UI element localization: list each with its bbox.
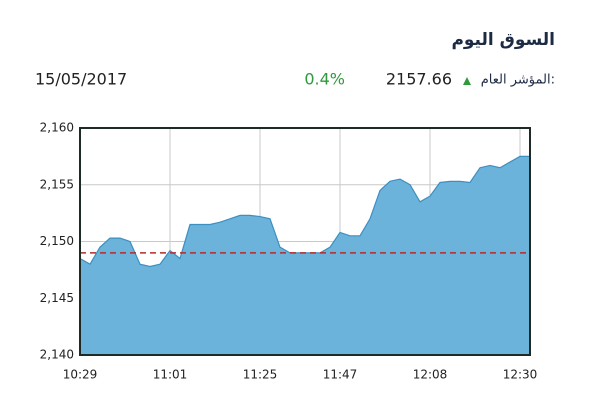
index-value: 2157.66 (386, 70, 452, 89)
index-label: المؤشر العام: (481, 73, 555, 88)
y-tick-label: 2,155 (40, 177, 74, 191)
x-tick-label: 12:08 (413, 368, 448, 382)
plot-frame (79, 127, 531, 356)
y-tick-label: 2,140 (40, 348, 74, 362)
x-tick-label: 12:30 (503, 368, 538, 382)
x-tick-label: 10:29 (63, 368, 98, 382)
chart-title: السوق اليوم (451, 30, 555, 50)
x-tick-label: 11:47 (323, 368, 358, 382)
x-tick-label: 11:01 (153, 368, 188, 382)
y-tick-label: 2,150 (40, 234, 74, 248)
up-arrow (463, 77, 471, 85)
date: 15/05/2017 (35, 70, 127, 89)
y-tick-label: 2,145 (40, 291, 74, 305)
y-tick-label: 2,160 (40, 121, 74, 135)
index-change: 0.4% (304, 70, 345, 89)
x-tick-label: 11:25 (243, 368, 278, 382)
